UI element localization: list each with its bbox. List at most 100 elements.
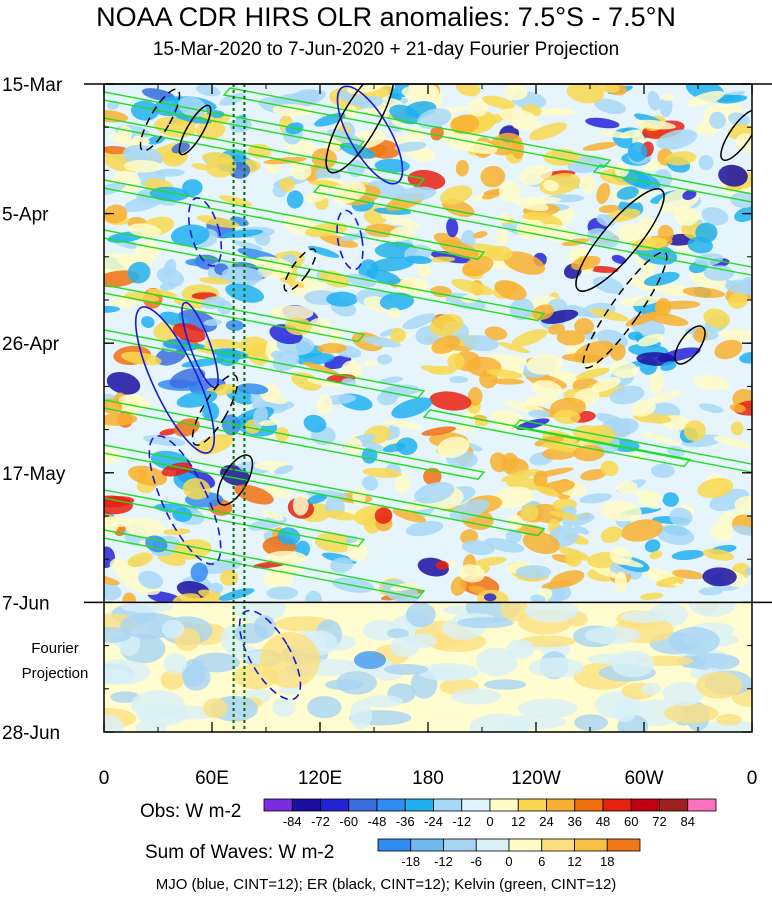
anomaly-blob — [104, 448, 122, 465]
anomaly-blob — [394, 141, 427, 152]
anomaly-blob — [662, 492, 679, 507]
anomaly-blob — [660, 94, 675, 101]
anomaly-blob — [486, 368, 523, 379]
anomaly-blob — [232, 240, 263, 251]
kelvin-contour — [104, 444, 546, 537]
projection-blob — [456, 617, 514, 629]
anomaly-blob — [619, 169, 661, 190]
obs-colorbar-swatch — [263, 798, 293, 812]
anomaly-blob — [582, 142, 618, 151]
waves-colorbar-swatch — [475, 838, 510, 852]
anomaly-blob — [218, 588, 255, 601]
anomaly-blob — [449, 425, 478, 433]
anomaly-blob — [394, 472, 410, 494]
x-tick-label: 60W — [624, 768, 663, 789]
anomaly-blob — [650, 463, 675, 478]
anomaly-blob — [714, 339, 743, 360]
anomaly-blob — [196, 215, 240, 228]
anomaly-blob — [316, 395, 333, 415]
projection-blob — [350, 700, 373, 730]
kelvin-contour — [312, 184, 752, 276]
obs-colorbar-swatch — [376, 798, 406, 812]
anomaly-blob — [354, 439, 387, 452]
waves-colorbar-swatch — [443, 838, 477, 852]
projection-blob — [130, 690, 186, 720]
anomaly-blob — [683, 420, 706, 442]
obs-colorbar-level: 48 — [596, 814, 610, 829]
anomaly-blob — [203, 319, 223, 326]
anomaly-blob — [462, 256, 494, 277]
anomaly-blob — [528, 122, 568, 141]
anomaly-blob — [206, 156, 237, 178]
anomaly-blob — [429, 313, 464, 337]
anomaly-blob — [640, 592, 664, 601]
wave-contours — [104, 84, 752, 732]
anomaly-blob — [377, 390, 398, 406]
waves-colorbar-level: 12 — [567, 854, 581, 869]
anomaly-blob — [528, 409, 551, 418]
anomaly-blob — [414, 481, 455, 504]
er-contour — [674, 325, 706, 365]
anomaly-blob — [392, 508, 426, 523]
anomaly-blob — [417, 108, 452, 129]
anomaly-blob — [656, 129, 698, 150]
anomaly-blob — [734, 495, 752, 513]
anomaly-blob — [429, 256, 456, 263]
anomaly-blob — [687, 236, 713, 254]
obs-colorbar-level: -24 — [424, 814, 443, 829]
anomaly-blob — [643, 271, 680, 287]
anomaly-blob — [404, 255, 432, 264]
anomaly-blob — [362, 336, 401, 348]
anomaly-blob — [649, 550, 663, 560]
anomaly-blob — [402, 313, 436, 330]
anomaly-blob — [435, 560, 449, 570]
waves-colorbar-swatch — [508, 838, 543, 852]
anomaly-blob — [128, 223, 162, 238]
y-tick-label: 5-Apr — [2, 205, 49, 226]
anomaly-blob — [317, 343, 347, 354]
obs-colorbar-swatch — [433, 798, 463, 812]
anomaly-blob — [159, 428, 177, 436]
chart-subtitle: 15-Mar-2020 to 7-Jun-2020 + 21-day Fouri… — [152, 39, 620, 60]
anomaly-blob — [495, 229, 509, 245]
anomaly-blob — [474, 556, 507, 567]
anomaly-blob — [483, 593, 497, 602]
anomaly-blob — [553, 409, 581, 425]
anomaly-blob — [104, 110, 129, 123]
projection-blob — [272, 697, 296, 717]
x-tick-label: 180 — [412, 768, 444, 789]
obs-colorbar-swatch — [489, 798, 519, 812]
anomaly-blob — [522, 212, 551, 221]
y-tick-label: 28-Jun — [2, 723, 60, 744]
obs-colorbar-level: -84 — [283, 814, 302, 829]
anomaly-blob — [482, 190, 502, 200]
y-tick-label: 26-Apr — [2, 334, 60, 355]
anomaly-blob — [672, 569, 705, 580]
anomaly-blob — [104, 413, 138, 426]
olr-anomaly-field — [104, 84, 752, 732]
kelvin-contour — [512, 419, 752, 473]
mjo-contour — [336, 209, 364, 271]
anomaly-blob — [614, 571, 627, 594]
anomaly-blob — [155, 346, 187, 366]
waves-colorbar-level: -6 — [470, 854, 482, 869]
anomaly-blob — [609, 546, 632, 565]
anomaly-blob — [573, 444, 605, 462]
anomaly-blob — [556, 330, 586, 346]
anomaly-blob — [729, 403, 747, 413]
anomaly-blob — [379, 292, 415, 311]
anomaly-blob — [501, 468, 539, 483]
waves-colorbar-label: Sum of Waves: W m-2 — [145, 842, 335, 863]
anomaly-blob — [660, 284, 691, 297]
projection-blob — [519, 635, 576, 648]
er-contour — [178, 104, 212, 156]
waves-colorbar-swatch — [574, 838, 608, 852]
anomaly-blob — [499, 181, 521, 203]
anomaly-blob — [122, 576, 161, 596]
anomaly-blob — [686, 90, 725, 107]
projection-blob — [389, 636, 420, 658]
mjo-contour — [238, 609, 302, 701]
anomaly-blob — [274, 465, 294, 475]
anomaly-blob — [671, 549, 705, 561]
anomaly-blob — [343, 437, 363, 455]
